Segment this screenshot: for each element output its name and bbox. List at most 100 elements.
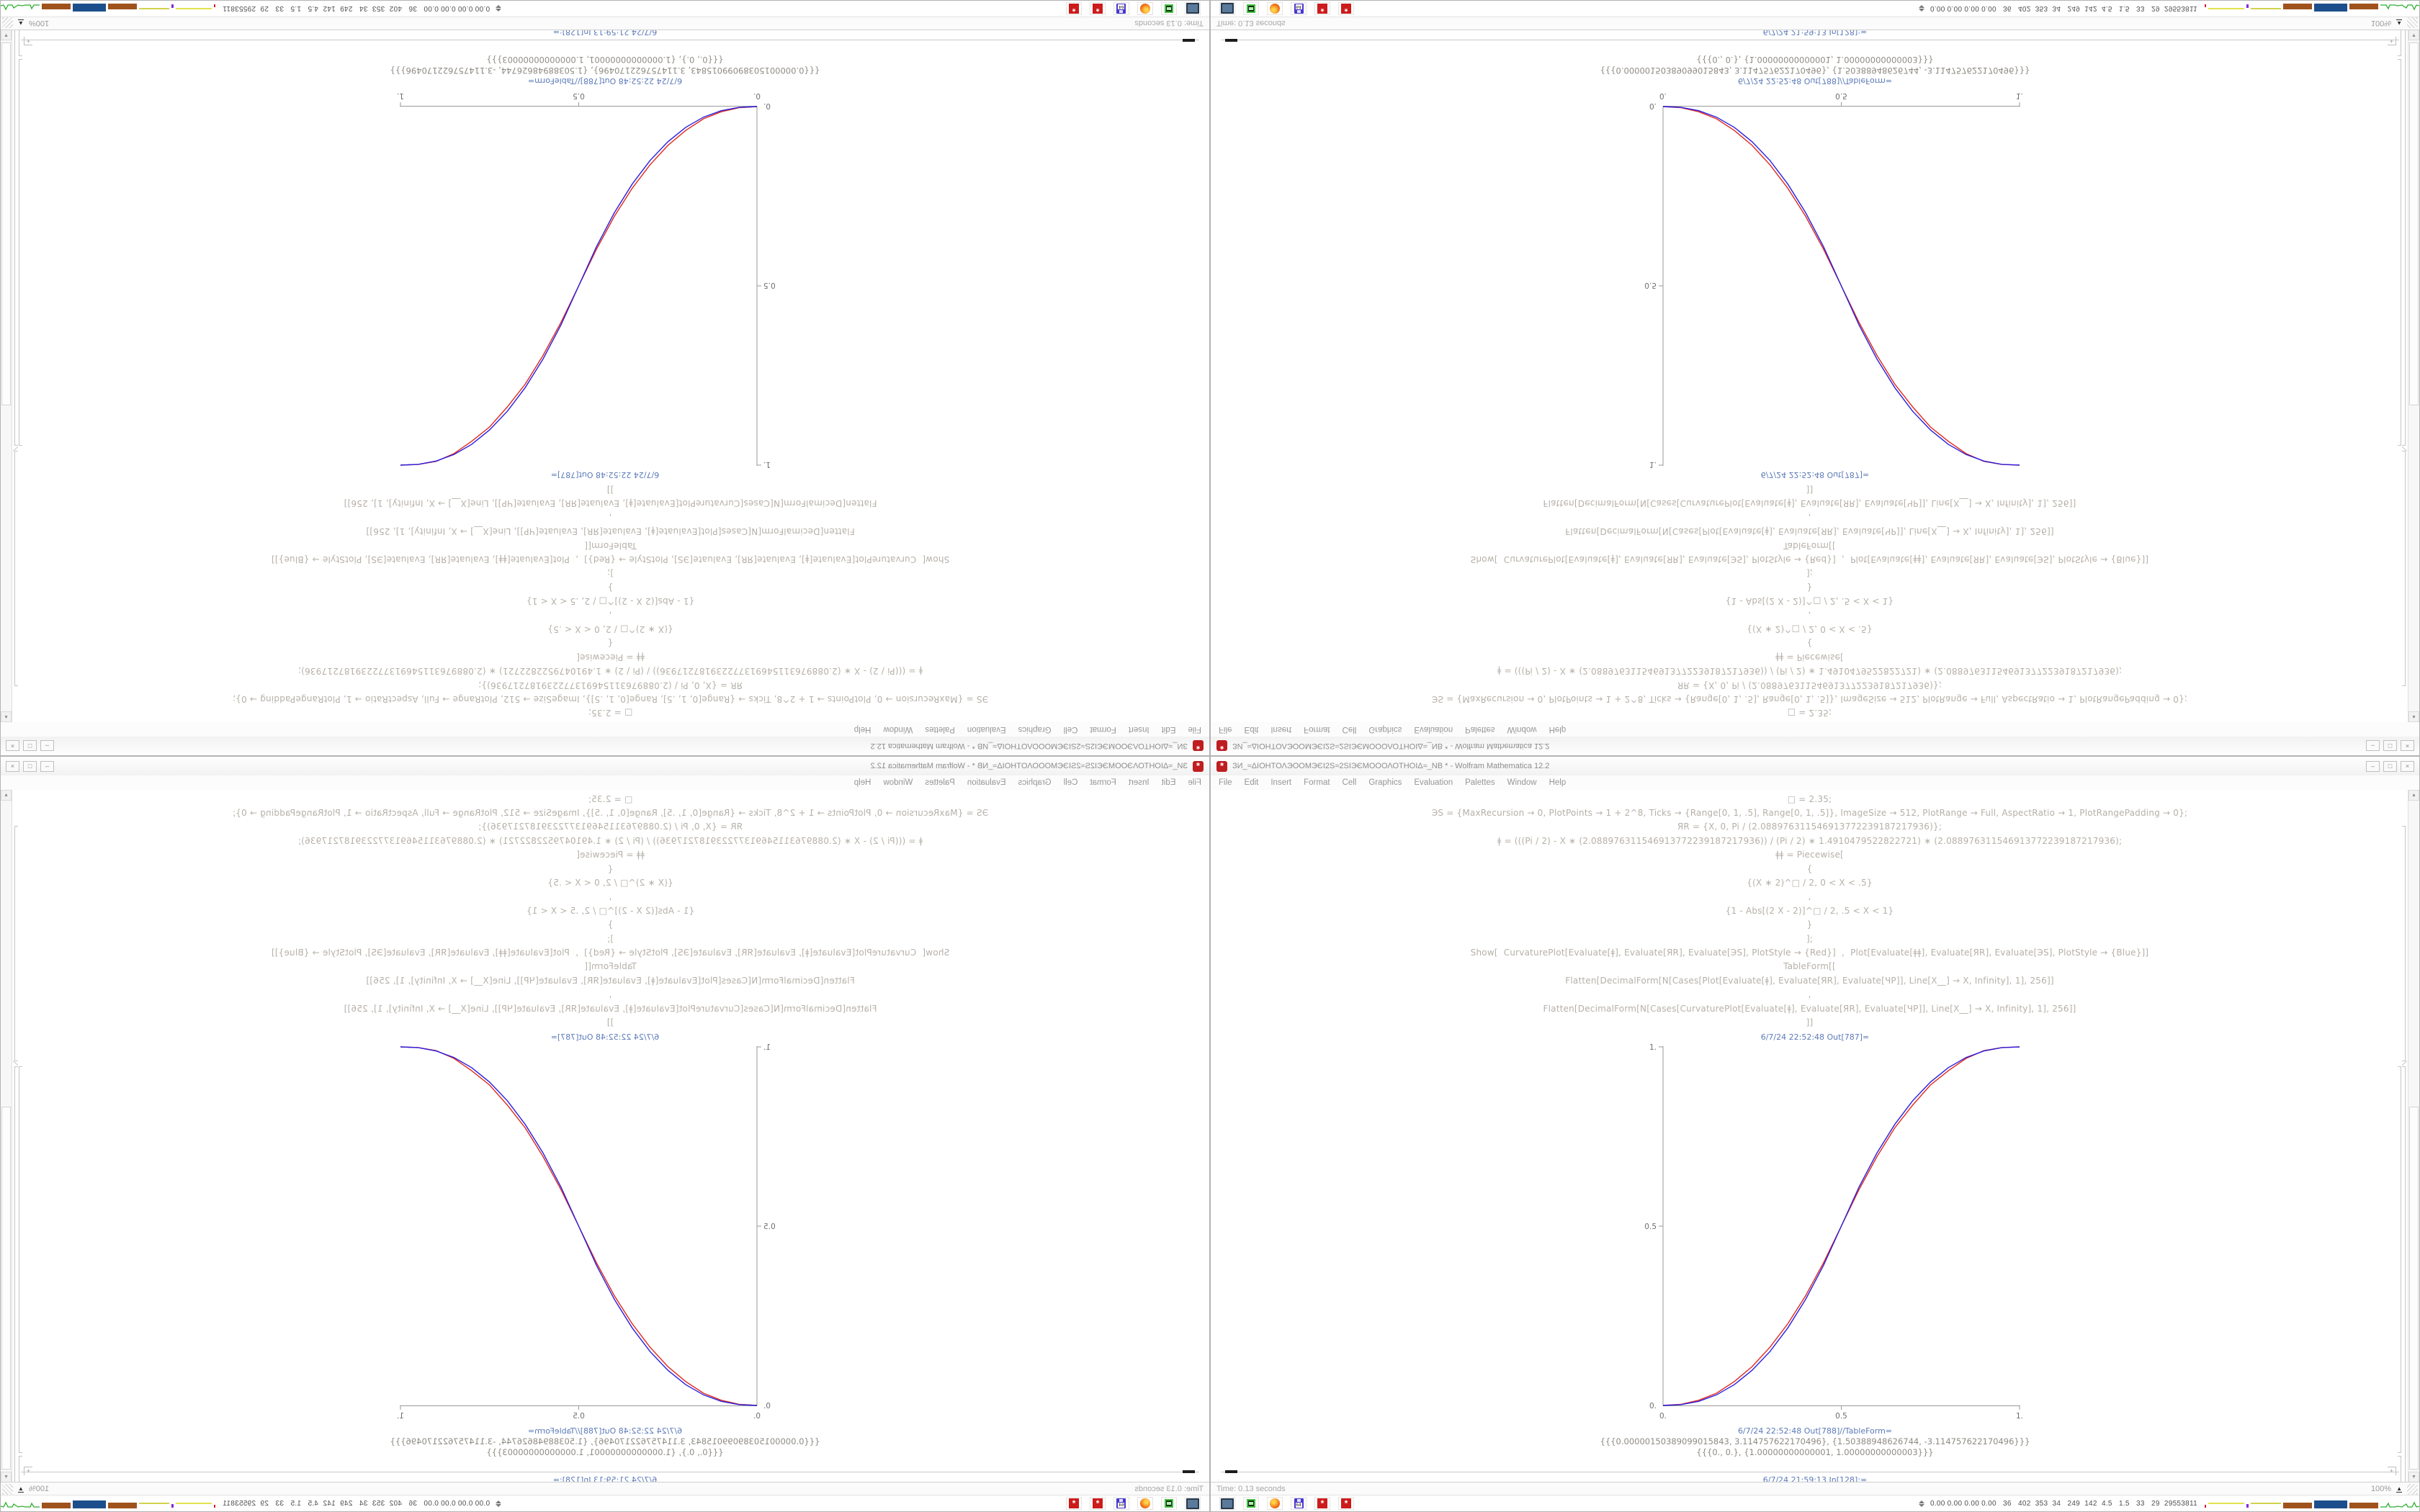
menu-item[interactable]: Palettes <box>1465 725 1495 734</box>
menu-item[interactable]: Format <box>1304 778 1330 787</box>
tray-collapse-icon[interactable] <box>1918 1500 1924 1507</box>
table-cell-bracket[interactable] <box>19 28 22 56</box>
menu-item[interactable]: Evaluation <box>1414 778 1453 787</box>
menu-item[interactable]: Format <box>1304 725 1330 734</box>
scroll-up-icon[interactable]: ▲ <box>2408 790 2419 801</box>
input-cell-bracket[interactable] <box>2402 451 2406 686</box>
window-titlebar[interactable]: * ЗИ_≈ΔΙΟΗΤΟΛЭΟΟΜЭЄΙ2Ѕ≈2ЅΙЭЄΜΟΟΟΛΟΤΗΟΙΔ≈… <box>1 757 1209 776</box>
menu-item[interactable]: Insert <box>1270 725 1292 734</box>
window-titlebar[interactable]: * ЗИ_≈ΔΙΟΗΤΟΛЭΟΟΜЭЄΙ2Ѕ≈2ЅΙЭЄΜΟΟΟΛΟΤΗΟΙΔ≈… <box>1 736 1209 755</box>
table-cell-bracket[interactable] <box>2398 28 2401 56</box>
menu-item[interactable]: Format <box>1090 725 1116 734</box>
scroll-up-icon[interactable]: ▲ <box>2408 711 2419 722</box>
menu-item[interactable]: Window <box>883 725 913 734</box>
floppy-save-icon[interactable]: 64 <box>1291 1497 1307 1510</box>
menu-item[interactable]: Insert <box>1270 778 1292 787</box>
vertical-scrollbar[interactable]: ▲ ▼ <box>1 790 12 1482</box>
scrollbar-thumb[interactable] <box>2409 42 2419 405</box>
menu-item[interactable]: Cell <box>1342 725 1357 734</box>
vertical-scrollbar[interactable]: ▲ ▼ <box>2408 30 2419 722</box>
menu-item[interactable]: Help <box>1549 725 1567 734</box>
maximize-button[interactable]: □ <box>2383 760 2397 772</box>
output-group-bracket[interactable] <box>14 28 18 446</box>
mathematica-launcher-icon[interactable]: * <box>1314 2 1330 15</box>
firefox-icon[interactable] <box>1267 1497 1283 1510</box>
menu-item[interactable]: Edit <box>1161 725 1176 734</box>
notebook-content[interactable]: □ = 2.35; ЭЅ = {MaxRecursion → 0, PlotPoi… <box>1 790 1209 1485</box>
close-button[interactable]: × <box>2401 740 2414 752</box>
window-titlebar[interactable]: * ЗИ_≈ΔΙΟΗΤΟΛЭΟΟΜЭЄΙ2Ѕ≈2ЅΙЭЄΜΟΟΟΛΟΤΗΟΙΔ≈… <box>1211 757 2419 776</box>
menu-item[interactable]: Graphics <box>1368 778 1402 787</box>
menu-item[interactable]: Graphics <box>1018 725 1052 734</box>
resize-grip-icon[interactable] <box>2407 17 2418 29</box>
menu-item[interactable]: Edit <box>1161 778 1176 787</box>
system-monitor-icon[interactable] <box>1219 1497 1235 1510</box>
zoom-level[interactable]: 100% <box>28 1485 50 1493</box>
table-cell-bracket[interactable] <box>19 1456 22 1484</box>
scroll-down-icon[interactable]: ▼ <box>1 1472 12 1482</box>
floppy-save-icon[interactable]: 64 <box>1113 1497 1129 1510</box>
mathematica-launcher-icon[interactable]: * <box>1090 1497 1106 1510</box>
plot-cell-bracket[interactable] <box>2398 59 2401 446</box>
menu-item[interactable]: Cell <box>1063 778 1078 787</box>
minimize-button[interactable]: – <box>2366 760 2380 772</box>
minimize-button[interactable]: – <box>40 740 54 752</box>
scroll-down-icon[interactable]: ▼ <box>2408 1472 2419 1482</box>
tray-collapse-icon[interactable] <box>496 1500 502 1507</box>
publish-icon[interactable]: ▲ <box>18 19 24 27</box>
system-tray[interactable]: 0.00 0.00 0.00 0.00 36 402 353 34 249 14… <box>1 2 502 15</box>
output-group-bracket[interactable] <box>14 1066 18 1484</box>
system-monitor-icon[interactable] <box>1185 1497 1201 1510</box>
system-tray[interactable]: 0.00 0.00 0.00 0.00 36 402 353 34 249 14… <box>1918 2 2419 15</box>
menu-item[interactable]: Window <box>1507 725 1537 734</box>
terminal-icon[interactable] <box>1161 2 1177 15</box>
resize-grip-icon[interactable] <box>2407 1483 2418 1495</box>
output-group-bracket[interactable] <box>2402 1066 2406 1484</box>
scroll-down-icon[interactable]: ▼ <box>2408 30 2419 40</box>
menu-item[interactable]: Cell <box>1063 725 1078 734</box>
menu-item[interactable]: Format <box>1090 778 1116 787</box>
vertical-scrollbar[interactable]: ▲ ▼ <box>1 30 12 722</box>
menu-item[interactable]: Palettes <box>925 725 955 734</box>
menu-item[interactable]: Help <box>853 778 871 787</box>
menu-item[interactable]: Palettes <box>925 778 955 787</box>
floppy-save-icon[interactable]: 64 <box>1113 2 1129 15</box>
close-button[interactable]: × <box>6 760 19 772</box>
table-cell-bracket[interactable] <box>2398 1456 2401 1484</box>
minimize-button[interactable]: – <box>40 760 54 772</box>
input-cell-bracket[interactable] <box>14 451 18 686</box>
notebook-content[interactable]: □ = 2.35; ЭЅ = {MaxRecursion → 0, PlotPoi… <box>1211 790 2419 1485</box>
insert-cell-plus-icon[interactable]: + <box>24 1467 32 1475</box>
close-button[interactable]: × <box>6 740 19 752</box>
menu-item[interactable]: File <box>1188 725 1201 734</box>
notebook-content[interactable]: □ = 2.35; ЭЅ = {MaxRecursion → 0, PlotPoi… <box>1211 27 2419 722</box>
resize-grip-icon[interactable] <box>2 1483 13 1495</box>
menu-item[interactable]: Edit <box>1244 778 1259 787</box>
close-button[interactable]: × <box>2401 760 2414 772</box>
maximize-button[interactable]: □ <box>23 740 37 752</box>
terminal-icon[interactable] <box>1243 2 1259 15</box>
scroll-up-icon[interactable]: ▲ <box>1 790 12 801</box>
scroll-down-icon[interactable]: ▼ <box>1 30 12 40</box>
mathematica-launcher-icon-2[interactable]: * <box>1338 1497 1354 1510</box>
menu-item[interactable]: Palettes <box>1465 778 1495 787</box>
scrollbar-thumb[interactable] <box>1 42 11 405</box>
scrollbar-thumb[interactable] <box>2409 1107 2419 1470</box>
menu-item[interactable]: Evaluation <box>1414 725 1453 734</box>
publish-icon[interactable]: ▲ <box>18 1485 24 1493</box>
firefox-icon[interactable] <box>1137 2 1153 15</box>
minimize-button[interactable]: – <box>2366 740 2380 752</box>
window-titlebar[interactable]: * ЗИ_≈ΔΙΟΗΤΟΛЭΟΟΜЭЄΙ2Ѕ≈2ЅΙЭЄΜΟΟΟΛΟΤΗΟΙΔ≈… <box>1211 736 2419 755</box>
output-group-bracket[interactable] <box>2402 28 2406 446</box>
menu-item[interactable]: Insert <box>1128 778 1150 787</box>
tray-collapse-icon[interactable] <box>496 5 502 12</box>
input-cell[interactable]: □ = 2.35; ЭЅ = {MaxRecursion → 0, PlotPoi… <box>1211 482 2408 720</box>
mathematica-launcher-icon-2[interactable]: * <box>1066 2 1082 15</box>
menu-item[interactable]: Edit <box>1244 725 1259 734</box>
mathematica-launcher-icon-2[interactable]: * <box>1338 2 1354 15</box>
insert-cell-plus-icon[interactable]: + <box>24 37 32 45</box>
terminal-icon[interactable] <box>1243 1497 1259 1510</box>
tray-collapse-icon[interactable] <box>1918 5 1924 12</box>
menu-item[interactable]: Insert <box>1128 725 1150 734</box>
system-tray[interactable]: 0.00 0.00 0.00 0.00 36 402 353 34 249 14… <box>1 1497 502 1510</box>
